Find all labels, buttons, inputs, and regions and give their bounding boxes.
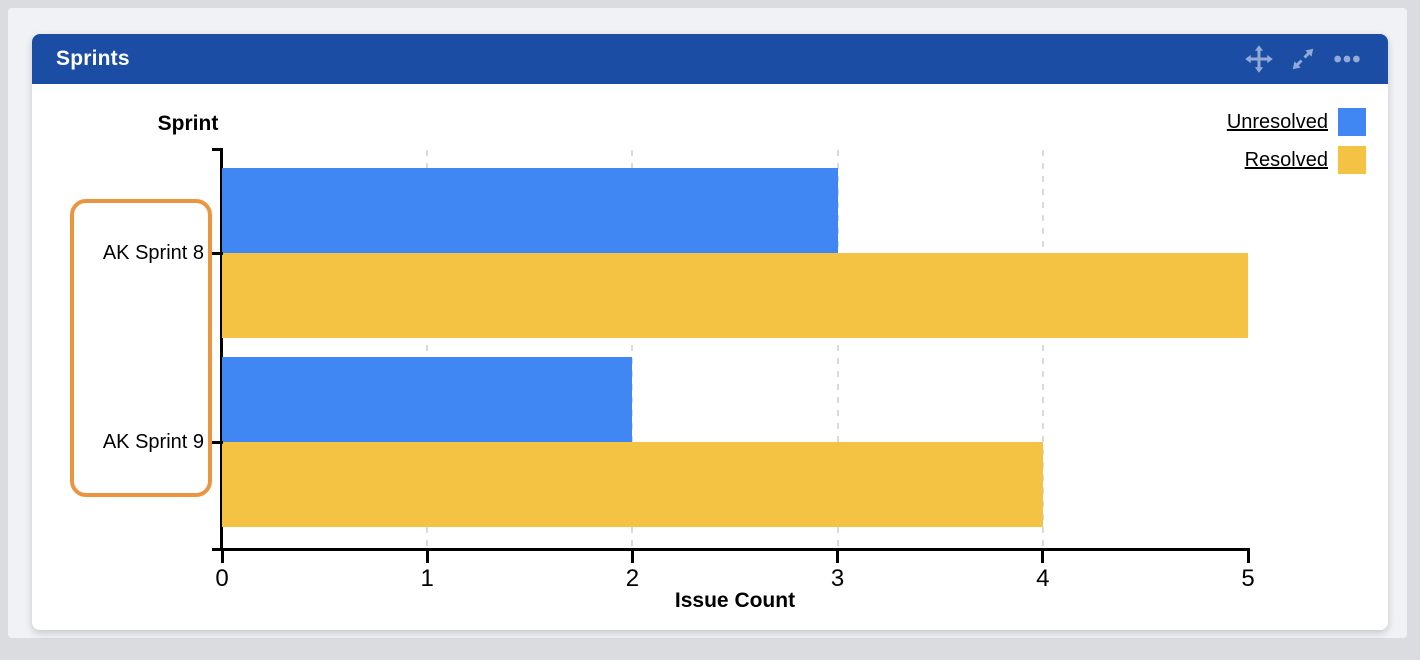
x-tick-label-5: 5 [1241, 565, 1255, 592]
x-tick-5 [1246, 548, 1250, 563]
bar-chart: AK Sprint 8 AK Sprint 9 0 1 2 3 4 5 [32, 84, 1388, 630]
category-label-ak-sprint-9: AK Sprint 9 [102, 431, 204, 453]
x-axis-line [212, 548, 1250, 551]
gadget-header-controls [1244, 44, 1362, 74]
x-tick-0 [220, 548, 224, 563]
category-label-ak-sprint-8: AK Sprint 8 [102, 242, 204, 264]
gadget-title: Sprints [56, 47, 130, 70]
legend-swatch-resolved [1338, 146, 1366, 174]
category-tick-ak-sprint-8 [210, 252, 223, 255]
chart-area: AK Sprint 8 AK Sprint 9 0 1 2 3 4 5 Sprint Issu… [32, 84, 1388, 630]
x-tick-label-4: 4 [1036, 565, 1050, 592]
x-tick-2 [630, 548, 634, 563]
gridline-x4 [1041, 150, 1044, 548]
legend-swatch-unresolved [1338, 108, 1366, 136]
legend-item-resolved: Resolved [1227, 146, 1366, 174]
y-axis-end-tick [212, 148, 223, 151]
x-tick-label-2: 2 [625, 565, 640, 592]
x-tick-3 [836, 548, 840, 563]
bar-unresolved-ak-sprint-8[interactable] [222, 168, 838, 253]
bar-resolved-ak-sprint-9[interactable] [222, 442, 1043, 527]
y-axis-title: Sprint [157, 112, 219, 135]
more-icon[interactable] [1332, 44, 1362, 74]
move-icon[interactable] [1244, 44, 1274, 74]
x-tick-1 [425, 548, 429, 563]
legend-label-resolved[interactable]: Resolved [1244, 148, 1328, 171]
x-axis-title: Issue Count [674, 589, 796, 612]
legend-item-unresolved: Unresolved [1227, 108, 1366, 136]
x-tick-label-3: 3 [830, 565, 845, 592]
legend-label-unresolved[interactable]: Unresolved [1226, 110, 1328, 133]
x-tick-4 [1041, 548, 1045, 563]
category-highlight-box [70, 199, 212, 497]
gridline-x2 [631, 150, 634, 548]
category-tick-ak-sprint-9 [210, 441, 223, 444]
gridline-x3 [836, 150, 839, 548]
x-tick-label-0: 0 [215, 565, 229, 592]
legend: Unresolved Resolved [1227, 108, 1366, 184]
bar-resolved-ak-sprint-8[interactable] [222, 253, 1248, 338]
y-axis-line [220, 148, 223, 551]
bar-unresolved-ak-sprint-9[interactable] [222, 357, 633, 442]
expand-icon[interactable] [1288, 44, 1318, 74]
gadget-header[interactable]: Sprints [32, 34, 1388, 84]
gridline-x1 [426, 150, 429, 548]
x-tick-label-1: 1 [420, 565, 434, 592]
